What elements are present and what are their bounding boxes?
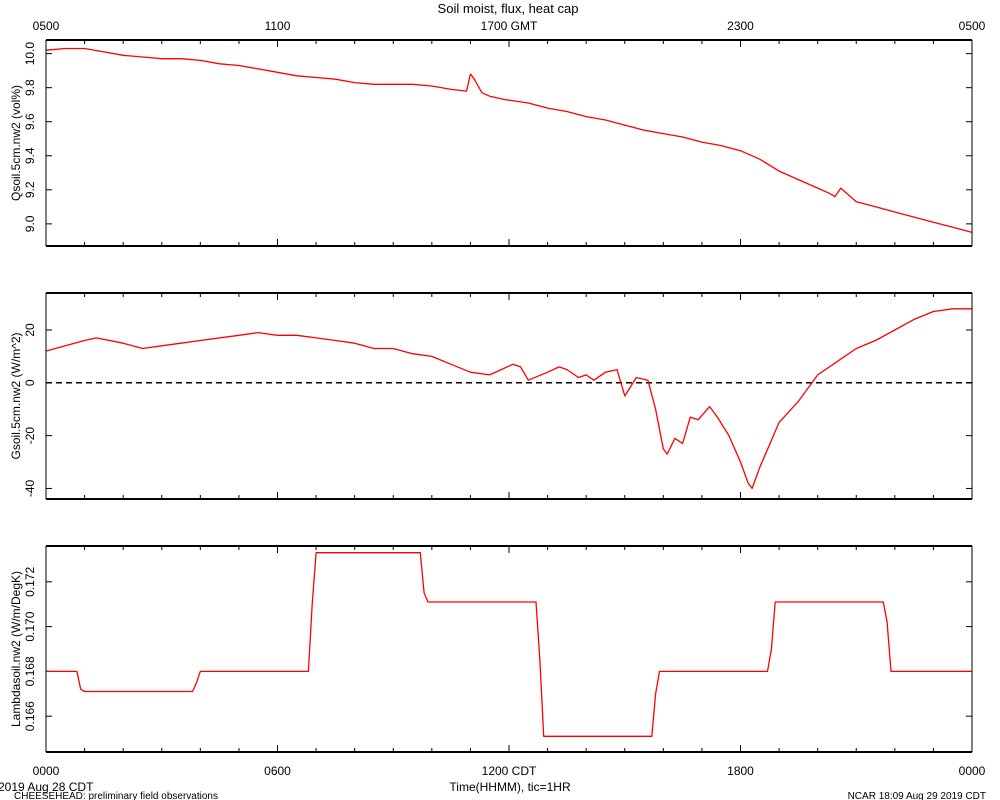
data-series-line (45, 308, 972, 490)
panels: 9.0 9.2 9.4 9.6 9.8 10.0 Qsoil.5cm.nw2 (vol%) -… (9, 19, 986, 778)
x-top-tick-label: 1100 (265, 19, 291, 33)
x-top-tick-label: 1700 GMT (481, 19, 538, 33)
data-series-line (46, 552, 972, 737)
y-axis-label: Gsoil.5cm.nw2 (W/m^2) (9, 333, 23, 460)
y-tick-label: 9.4 (23, 147, 37, 164)
x-bottom-tick-label: 1200 CDT (482, 764, 537, 778)
y-tick-label: 0.168 (23, 656, 37, 686)
footer-left: CHEESEHEAD: preliminary field observatio… (14, 791, 218, 800)
date-label: 2019 Aug 28 CDT (0, 780, 94, 794)
y-tick-label: -20 (23, 427, 37, 445)
footer-right: NCAR 18:09 Aug 29 2019 CDT (848, 791, 986, 800)
y-tick-label: 9.0 (23, 215, 37, 232)
x-top-tick-label: 0500 (33, 19, 60, 33)
x-bottom-tick-label: 0000 (33, 764, 60, 778)
y-tick-label: 20 (23, 323, 37, 337)
y-tick-label: -40 (23, 479, 37, 497)
y-axis-label: Qsoil.5cm.nw2 (vol%) (9, 85, 23, 201)
y-axis-label: Lambdasoil.nw2 (W/m/DegK) (9, 571, 23, 727)
y-tick-label: 9.2 (23, 181, 37, 198)
y-tick-label: 9.8 (23, 79, 37, 96)
x-bottom-tick-label: 1800 (727, 764, 754, 778)
y-tick-label: 0.172 (23, 566, 37, 596)
y-tick-label: 0.166 (23, 701, 37, 731)
data-series-line (45, 47, 973, 234)
y-tick-label: 0.170 (23, 611, 37, 641)
x-bottom-tick-label: 0000 (959, 764, 986, 778)
x-bottom-tick-label: 0600 (264, 764, 291, 778)
figure-title: Soil moist, flux, heat cap (438, 1, 579, 16)
panel-1: 9.0 9.2 9.4 9.6 9.8 10.0 Qsoil.5cm.nw2 (vol%) (9, 39, 973, 247)
y-tick-label: 0 (23, 379, 37, 386)
y-tick-label: 9.6 (23, 113, 37, 130)
x-top-tick-label: 0500 (959, 19, 986, 33)
x-axis-title: Time(HHMM), tic=1HR (449, 780, 571, 794)
x-top-tick-label: 2300 (727, 19, 754, 33)
y-tick-label: 10.0 (23, 42, 37, 66)
